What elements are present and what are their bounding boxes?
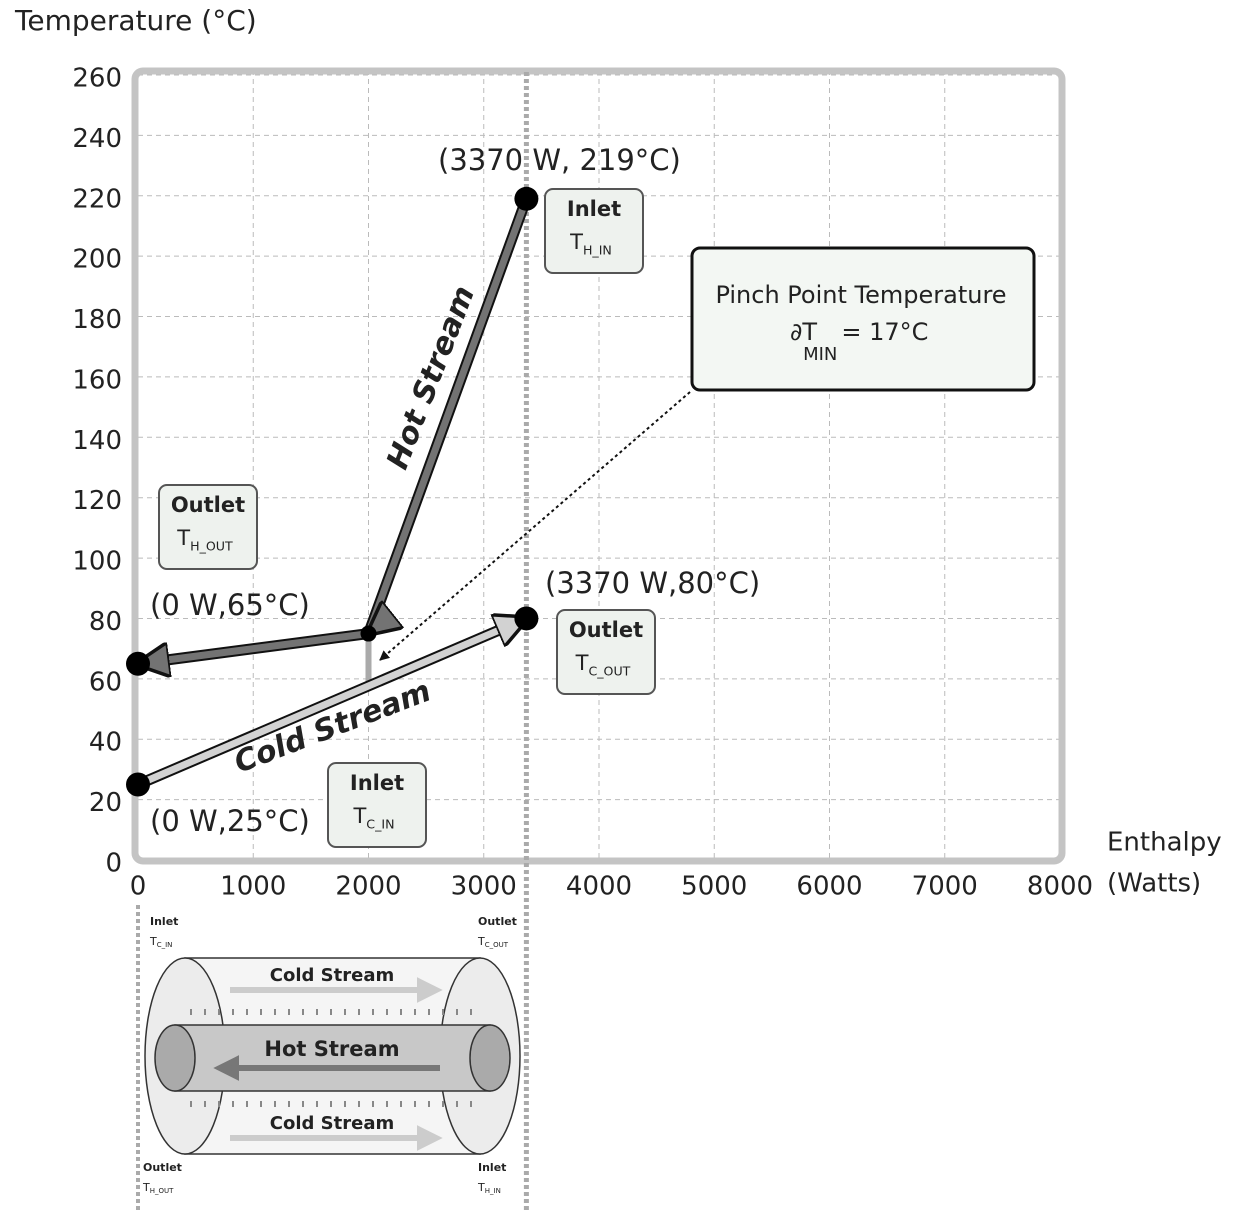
y-tick-label: 140 [72, 426, 122, 456]
y-tick-label: 20 [89, 788, 122, 818]
y-tick-label: 40 [89, 728, 122, 758]
x-tick-label: 0 [130, 872, 147, 902]
x-axis-label: (Watts) [1107, 869, 1201, 899]
x-tick-label: 7000 [912, 872, 978, 902]
exchanger-diagram: Inlet TC_IN Outlet TC_OUT Outlet TH_OUT Inlet T… [142, 915, 520, 1195]
symbol-sub: C_IN [366, 816, 394, 831]
x-tick-label: 2000 [335, 872, 401, 902]
point-label: (3370 W, 219°C) [438, 143, 681, 177]
port-symbol: TC_IN [149, 935, 172, 949]
y-axis-label: Temperature (°C) [14, 4, 257, 37]
box-title: Inlet [350, 771, 404, 795]
port-symbol: TC_OUT [477, 935, 509, 949]
y-tick-label: 200 [72, 245, 122, 275]
symbol-main: T [176, 526, 190, 550]
data-point [514, 606, 538, 630]
x-tick-label: 8000 [1027, 872, 1093, 902]
box-title: Inlet [567, 197, 621, 221]
symbol-sub: C_IN [157, 941, 173, 949]
y-tick-label: 260 [72, 64, 122, 94]
symbol-main: ∂T [790, 318, 817, 346]
y-tick-label: 220 [72, 184, 122, 214]
symbol-sub: H_OUT [150, 1187, 174, 1195]
x-tick-label: 6000 [796, 872, 862, 902]
x-tick-label: 4000 [566, 872, 632, 902]
pinch-title: Pinch Point Temperature [715, 281, 1006, 309]
port-symbol: TH_OUT [142, 1181, 174, 1195]
symbol-sub: MIN [803, 344, 837, 365]
chart: InletTC_INOutletTC_OUTOutletTH_OUTInletT… [0, 0, 1234, 1210]
point-label: (0 W,25°C) [150, 804, 310, 838]
symbol-main: T [575, 651, 589, 675]
data-point [514, 187, 538, 211]
symbol-sub: C_OUT [485, 941, 509, 949]
y-tick-label: 0 [105, 849, 122, 879]
y-tick-label: 100 [72, 547, 122, 577]
x-tick-label: 3000 [451, 872, 517, 902]
pinch-value: = 17°C [841, 318, 928, 346]
port-title: Inlet [150, 915, 178, 928]
port-title: Inlet [478, 1161, 506, 1174]
port-symbol: TH_IN [477, 1181, 501, 1195]
y-tick-label: 80 [89, 607, 122, 637]
data-point [126, 652, 150, 676]
x-tick-label: 5000 [681, 872, 747, 902]
stream-label: Cold Stream [270, 1113, 394, 1134]
port-title: Outlet [143, 1161, 182, 1174]
y-tick-label: 180 [72, 305, 122, 335]
stream-label: Cold Stream [270, 965, 394, 986]
data-point [361, 626, 377, 642]
symbol-sub: H_IN [583, 242, 612, 257]
symbol-main: T [569, 230, 583, 254]
data-point [126, 773, 150, 797]
box-title: Outlet [569, 618, 643, 642]
x-tick-label: 1000 [220, 872, 286, 902]
x-axis-label: Enthalpy [1107, 828, 1222, 858]
box-title: Outlet [171, 493, 245, 517]
point-label: (0 W,65°C) [150, 588, 310, 622]
stream-label: Hot Stream [264, 1037, 399, 1061]
symbol-sub: H_OUT [190, 538, 233, 553]
symbol-main: T [352, 804, 366, 828]
tube-end [470, 1025, 510, 1091]
symbol-sub: H_IN [485, 1187, 501, 1195]
y-tick-label: 160 [72, 365, 122, 395]
y-tick-label: 240 [72, 124, 122, 154]
point-label: (3370 W,80°C) [545, 566, 760, 600]
tube-end [155, 1025, 195, 1091]
y-tick-label: 120 [72, 486, 122, 516]
symbol-sub: C_OUT [588, 663, 630, 678]
port-title: Outlet [478, 915, 517, 928]
y-tick-label: 60 [89, 667, 122, 697]
